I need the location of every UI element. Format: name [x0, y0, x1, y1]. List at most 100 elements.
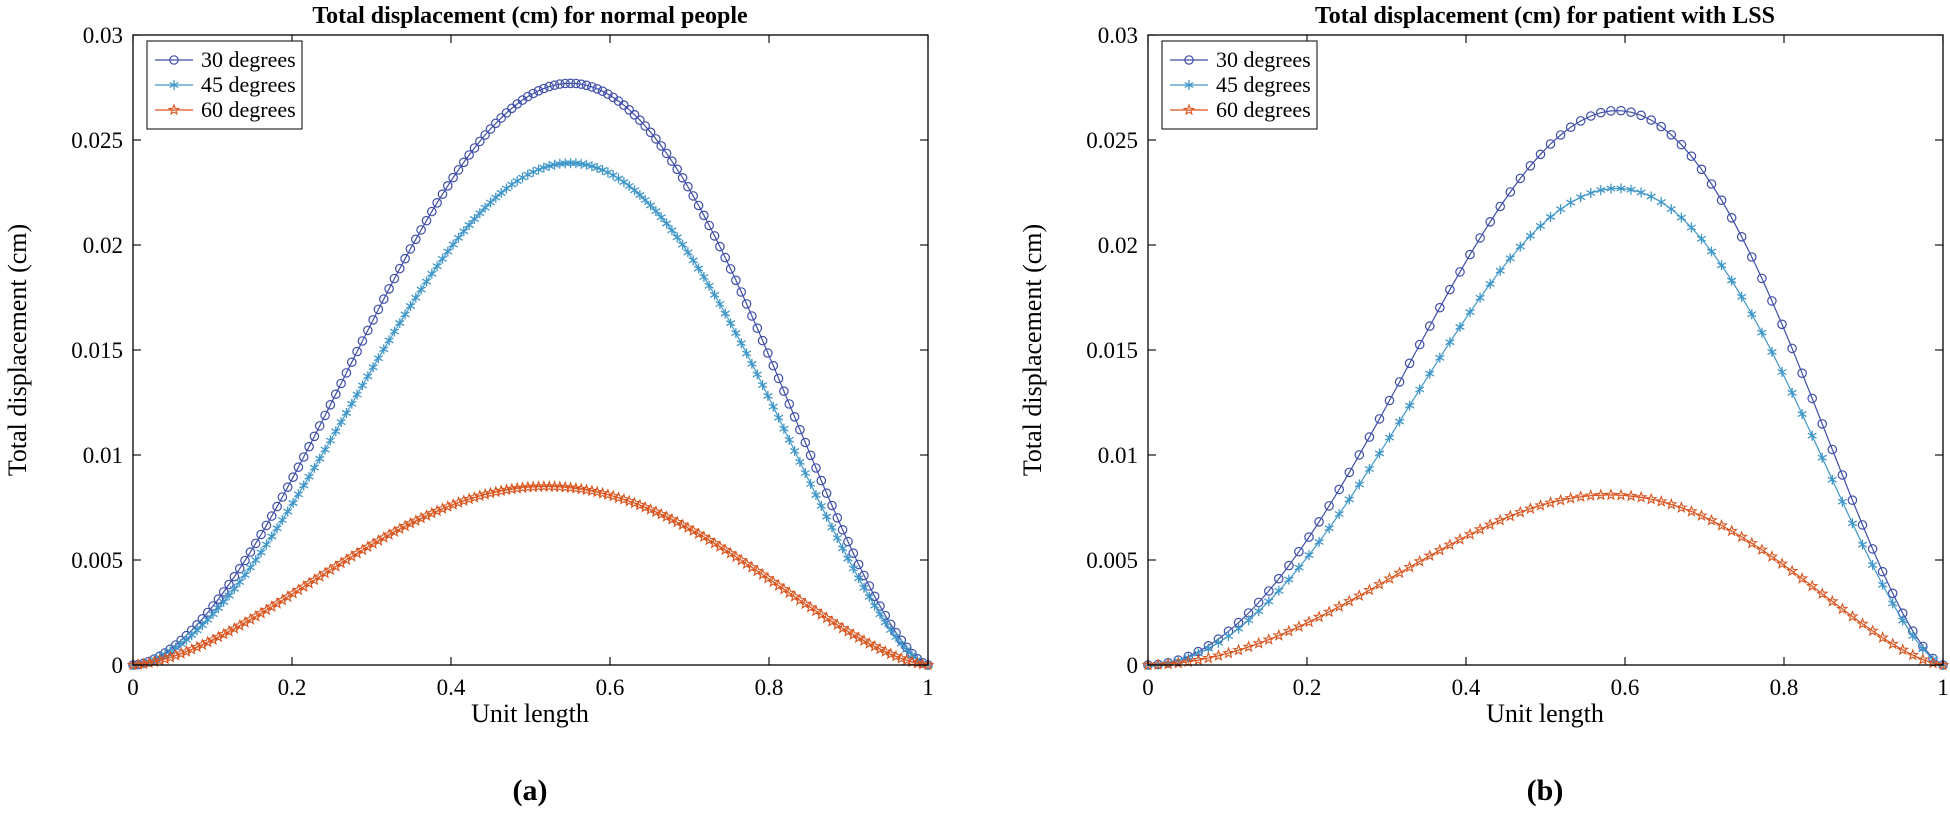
data-point [1264, 596, 1274, 607]
data-point [1596, 107, 1606, 118]
data-point [181, 634, 192, 645]
data-point [848, 548, 859, 558]
data-point [1544, 496, 1557, 509]
x-tick-label: 0.8 [1770, 675, 1799, 700]
data-point [1475, 233, 1485, 243]
series-45-degrees [128, 158, 933, 670]
data-point [1505, 187, 1516, 197]
data-point [581, 80, 592, 91]
tick-group-b: 0 0.2 0.4 0.6 0.8 1 0 0.005 0.01 0.015 0.02 0.025 0.… [1086, 23, 1949, 700]
data-point [405, 301, 416, 311]
data-point [720, 252, 730, 263]
data-point [1524, 502, 1537, 515]
data-point [389, 273, 400, 284]
data-point [805, 479, 816, 489]
data-point [633, 498, 647, 511]
series-line [132, 485, 929, 666]
data-point [394, 263, 405, 274]
data-point [665, 512, 679, 525]
data-point [229, 583, 240, 594]
data-point [1716, 260, 1727, 271]
data-point [843, 553, 853, 564]
data-point [677, 239, 688, 250]
data-point [1908, 630, 1918, 641]
data-point [1616, 183, 1626, 194]
data-point [1294, 562, 1304, 573]
data-point [516, 481, 529, 494]
plot-area-b [1141, 105, 1950, 671]
data-point [623, 494, 636, 507]
data-point [1565, 197, 1576, 208]
data-point [469, 143, 480, 153]
data-point [1264, 586, 1274, 596]
data-point [1916, 653, 1930, 665]
chart-title-a: Total displacement (cm) for normal peopl… [312, 3, 748, 29]
data-point [629, 185, 640, 196]
data-point [1292, 620, 1306, 632]
data-point [491, 192, 501, 203]
data-point [1465, 307, 1475, 318]
data-point [1274, 573, 1284, 584]
data-point [1535, 220, 1546, 231]
data-point [752, 323, 763, 333]
data-point [1827, 444, 1838, 455]
data-point [1877, 566, 1888, 577]
data-point [1463, 527, 1477, 540]
data-point [153, 653, 166, 666]
data-point [308, 573, 321, 586]
data-point [197, 620, 208, 631]
data-point [528, 88, 538, 99]
data-point [619, 177, 629, 187]
data-point [900, 653, 913, 666]
data-point [148, 655, 161, 668]
data-point [1223, 631, 1234, 642]
data-point [699, 210, 709, 221]
data-point [457, 494, 471, 507]
data-point [901, 644, 912, 655]
data-point [1403, 560, 1416, 573]
data-point [795, 424, 805, 435]
data-point [677, 173, 688, 183]
data-point [1767, 346, 1777, 357]
data-point [1304, 532, 1314, 542]
data-point [1887, 588, 1898, 599]
data-point [613, 173, 624, 184]
data-point [1383, 572, 1396, 584]
data-point [1777, 367, 1787, 377]
data-point [1616, 105, 1626, 116]
data-point [1334, 484, 1344, 495]
series-60-degrees [126, 479, 935, 671]
data-point [795, 456, 805, 467]
data-point [469, 214, 480, 224]
data-point [1354, 479, 1365, 490]
data-point [1695, 509, 1708, 521]
data-point [432, 261, 442, 272]
data-point [379, 344, 389, 355]
data-point [752, 369, 762, 380]
data-point [474, 136, 485, 147]
data-point [687, 524, 700, 537]
data-point [1404, 400, 1415, 411]
data-point [747, 358, 757, 369]
data-point [852, 631, 865, 644]
data-point [240, 569, 250, 580]
data-point [1676, 212, 1687, 223]
data-point [496, 113, 506, 123]
data-point [1193, 648, 1203, 659]
data-point [741, 348, 752, 359]
data-point [889, 649, 903, 662]
data-point [1294, 546, 1304, 557]
data-point [649, 505, 663, 518]
y-tick-label: 0.025 [71, 128, 123, 153]
data-point [411, 292, 421, 303]
chart-panel-a: 0 0.2 0.4 0.6 0.8 1 0 0.005 0.01 0.015 0.02 0.025 0.… [3, 3, 935, 807]
data-point [1324, 523, 1334, 534]
data-point [864, 581, 875, 591]
data-point [1636, 187, 1646, 198]
data-point [836, 621, 849, 634]
data-point [1785, 564, 1799, 577]
data-point [841, 624, 855, 637]
data-point [1805, 579, 1819, 592]
data-point [731, 328, 741, 339]
data-point [501, 183, 512, 194]
